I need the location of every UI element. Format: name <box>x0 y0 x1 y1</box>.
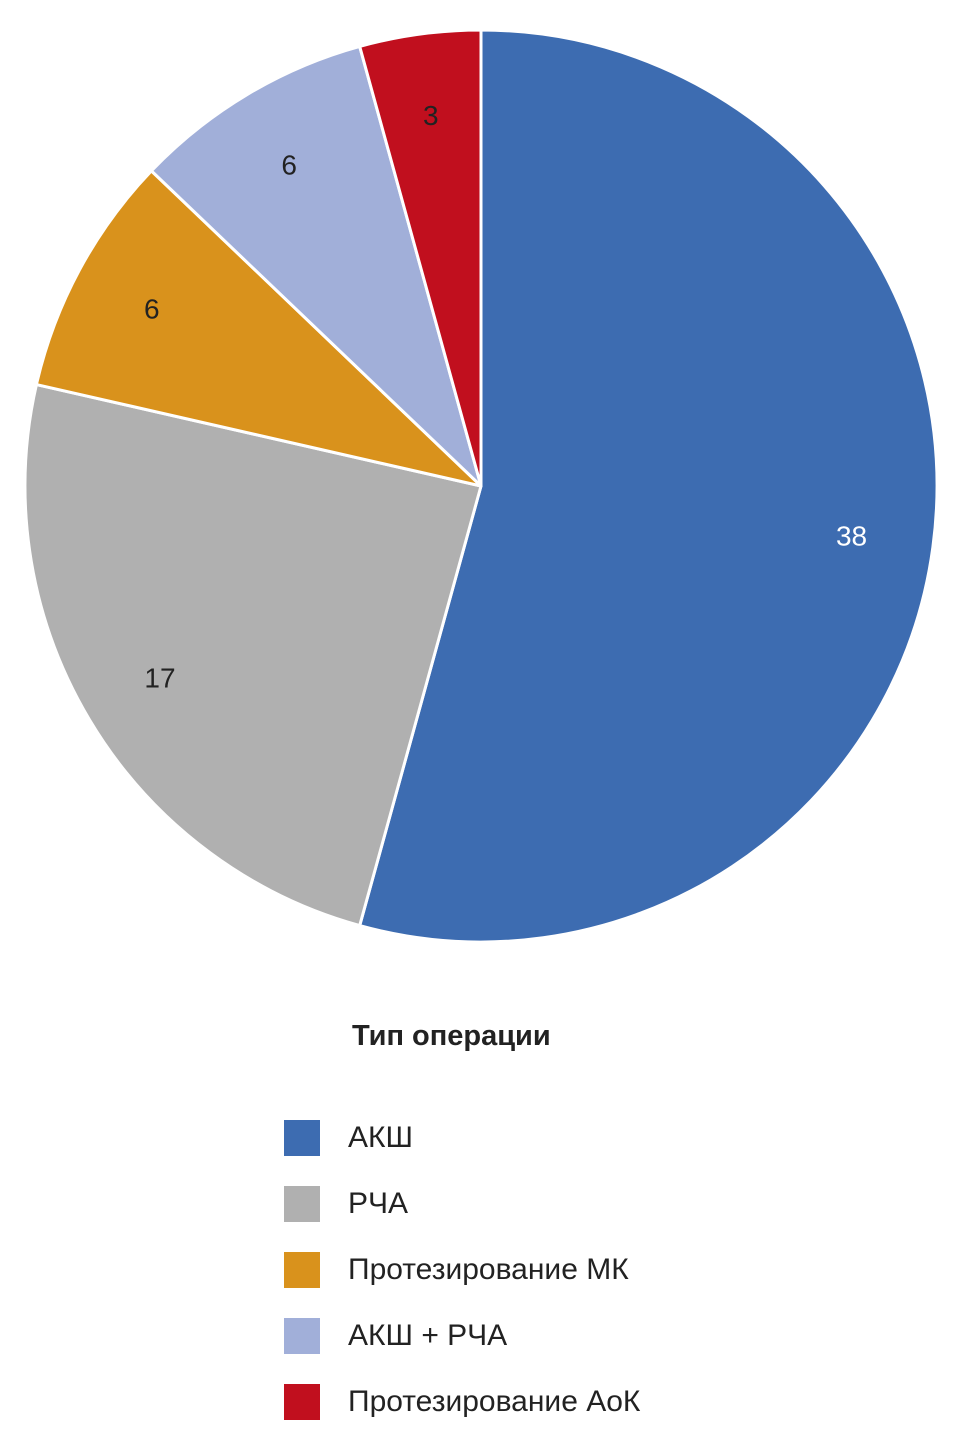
legend-swatch-rcha <box>284 1186 320 1222</box>
legend-item-aksh: АКШ <box>284 1118 413 1158</box>
legend-swatch-aksh <box>284 1120 320 1156</box>
legend-item-aortic: Протезирование АоК <box>284 1382 640 1422</box>
pie-chart-svg: 38 17 6 6 3 <box>23 28 939 944</box>
slice-label-aortic: 3 <box>423 100 439 131</box>
pie-slice-mitral <box>34 169 483 488</box>
legend-label-aksh: АКШ <box>348 1121 413 1154</box>
legend-label-aortic: Протезирование АоК <box>348 1385 641 1418</box>
legend-item-mitral: Протезирование МК <box>284 1250 629 1290</box>
legend-item-rcha: РЧА <box>284 1184 408 1224</box>
legend-label-mitral: Протезирование МК <box>348 1253 629 1286</box>
pie-chart: 38 17 6 6 3 <box>23 28 939 944</box>
pie-slice-rcha <box>23 383 483 928</box>
legend-swatch-mitral <box>284 1252 320 1288</box>
slice-label-aksh-rcha: 6 <box>281 150 297 181</box>
legend-item-aksh-rcha: АКШ + РЧА <box>284 1316 507 1356</box>
legend-label-aksh-rcha: АКШ + РЧА <box>348 1319 508 1352</box>
legend-swatch-aksh-rcha <box>284 1318 320 1354</box>
pie-slice-aksh-rcha <box>149 44 483 488</box>
slice-label-aksh: 38 <box>836 521 867 552</box>
pie-slice-aksh <box>358 28 939 944</box>
pie-slice-aortic <box>358 28 483 488</box>
slice-label-rcha: 17 <box>144 662 175 693</box>
legend-swatch-aortic <box>284 1384 320 1420</box>
legend-label-rcha: РЧА <box>348 1187 409 1220</box>
legend-title: Тип операции <box>352 1020 551 1052</box>
slice-label-mitral: 6 <box>144 293 160 324</box>
